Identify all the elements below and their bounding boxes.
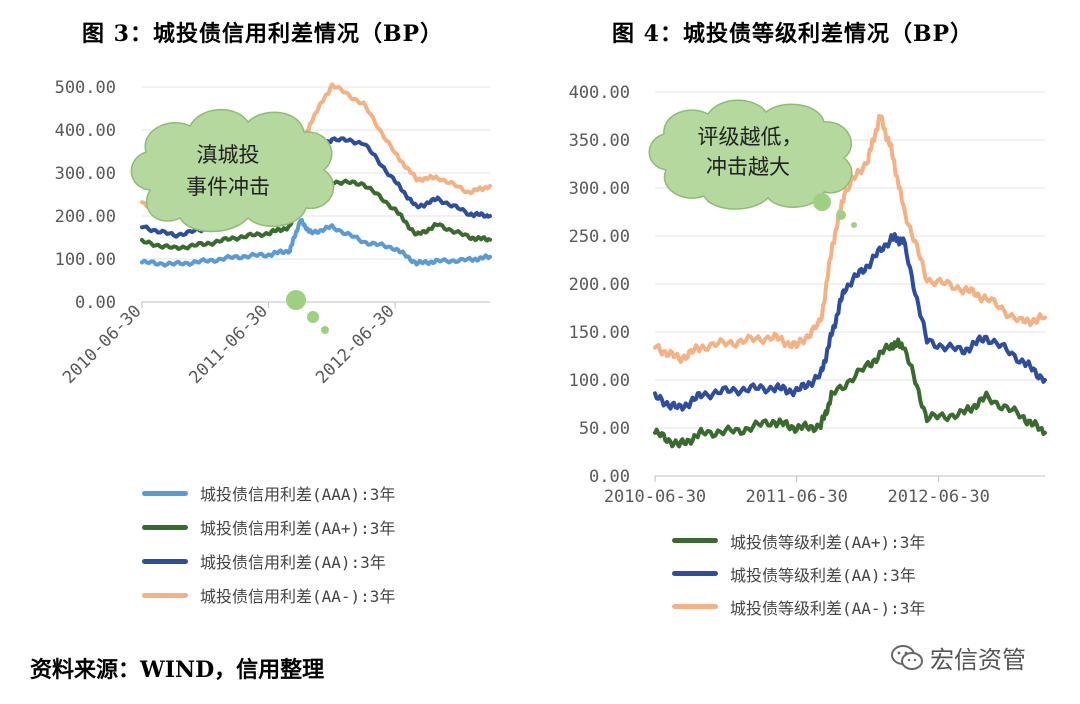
legend-item: 城投债等级利差(AA):3年 (672, 557, 925, 590)
chart1-thought-bubble-small (321, 326, 329, 334)
series-line (653, 337, 1047, 449)
legend-label: 城投债信用利差(AA+):3年 (200, 519, 396, 538)
legend-item: 城投债信用利差(AAA):3年 (142, 476, 395, 510)
chart2-thought-bubble-small (851, 222, 857, 228)
chart2-plot: 0.00 50.00 100.00 150.00 200.00 250.00 300.00 3… (569, 83, 1047, 507)
x-tick-label: 2012-06-30 (887, 487, 989, 507)
y-tick-label: 0.00 (75, 293, 116, 313)
chart2-annotation-cloud: 评级越低， 冲击越大 (648, 99, 857, 228)
legend-label: 城投债信用利差(AA):3年 (200, 553, 386, 572)
legend-item: 城投债信用利差(AA-):3年 (142, 578, 395, 612)
chart2-legend: 城投债等级利差(AA+):3年 城投债等级利差(AA):3年 城投债等级利差(AA-… (672, 524, 925, 623)
x-tick-label: 2012-06-30 (312, 301, 399, 388)
legend-swatch (142, 558, 188, 564)
legend-label: 城投债等级利差(AA+):3年 (730, 532, 926, 552)
chart1-annotation-line1: 滇城投 (197, 143, 260, 167)
chart1-legend: 城投债信用利差(AAA):3年 城投债信用利差(AA+):3年 城投债信用利差(AA… (142, 476, 395, 612)
chart2-annotation-line1: 评级越低， (698, 125, 803, 149)
legend-label: 城投债信用利差(AAA):3年 (200, 485, 396, 504)
y-tick-label: 100.00 (55, 250, 116, 270)
chart2-thought-bubble-medium (836, 210, 846, 220)
series-line (653, 114, 1047, 364)
x-tick-label: 2010-06-30 (59, 301, 146, 388)
chart1-annotation-cloud: 滇城投 事件冲击 (130, 108, 335, 334)
watermark: 宏信资管 (890, 640, 1026, 675)
chart2-annotation-line2: 冲击越大 (706, 155, 790, 179)
legend-label: 城投债等级利差(AA-):3年 (730, 598, 926, 618)
legend-item: 城投债等级利差(AA-):3年 (672, 590, 925, 623)
y-tick-label: 200.00 (569, 275, 630, 295)
legend-swatch (672, 538, 718, 543)
chart2-title: 图 4：城投债等级利差情况（BP） (612, 21, 974, 47)
y-tick-label: 300.00 (569, 179, 630, 199)
legend-label: 城投债信用利差(AA-):3年 (200, 587, 396, 606)
y-tick-label: 0.00 (589, 467, 630, 487)
legend-swatch (142, 490, 188, 496)
y-tick-label: 100.00 (569, 371, 630, 391)
chart1-plot: 0.00100.00200.00300.00400.00500.00600.00… (55, 78, 492, 388)
watermark-text: 宏信资管 (930, 646, 1026, 674)
legend-swatch (142, 592, 188, 598)
y-tick-label: 300.00 (55, 164, 116, 184)
legend-item: 城投债等级利差(AA+):3年 (672, 524, 925, 557)
chart1-thought-bubble-medium (307, 311, 319, 323)
y-tick-label: 400.00 (55, 121, 116, 141)
y-tick-label: 500.00 (55, 78, 116, 98)
x-tick-label: 2011-06-30 (185, 301, 272, 388)
chart2-thought-bubble-large (813, 193, 831, 211)
y-tick-label: 400.00 (569, 83, 630, 103)
y-tick-label: 50.00 (579, 419, 630, 439)
y-tick-label: 250.00 (569, 227, 630, 247)
y-tick-label: 150.00 (569, 323, 630, 343)
series-line (653, 232, 1047, 412)
y-tick-label: 350.00 (569, 131, 630, 151)
legend-label: 城投债等级利差(AA):3年 (730, 565, 916, 585)
legend-swatch (142, 524, 188, 530)
legend-swatch (672, 571, 718, 576)
chart1-thought-bubble-large (286, 290, 306, 310)
chart1-annotation-line2: 事件冲击 (186, 175, 270, 199)
y-tick-label: 200.00 (55, 207, 116, 227)
legend-swatch (672, 604, 718, 609)
x-tick-label: 2010-06-30 (604, 487, 706, 507)
legend-item: 城投债信用利差(AA+):3年 (142, 510, 395, 544)
wechat-icon (891, 644, 923, 670)
series-line (140, 217, 492, 268)
chart1-title: 图 3：城投债信用利差情况（BP） (82, 21, 444, 47)
x-tick-label: 2011-06-30 (745, 487, 847, 507)
legend-item: 城投债信用利差(AA):3年 (142, 544, 395, 578)
source-note: 资料来源：WIND，信用整理 (30, 657, 325, 683)
